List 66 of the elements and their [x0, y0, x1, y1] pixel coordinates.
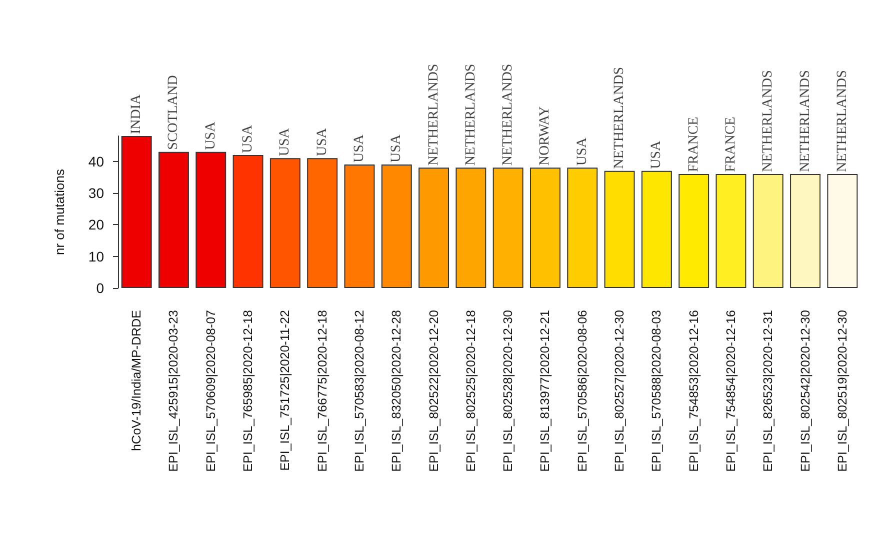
bar — [567, 168, 598, 288]
y-tick-label: 20 — [88, 216, 104, 233]
annotation: NETHERLANDS — [500, 64, 516, 166]
annotation: NETHERLANDS — [612, 66, 628, 169]
x-tick-label: EPI_ISL_802525|2020-12-18 — [464, 310, 478, 472]
x-tick-label: EPI_ISL_766775|2020-12-18 — [315, 310, 330, 472]
x-tick-label: EPI_ISL_802527|2020-12-30 — [612, 310, 627, 472]
bar — [641, 170, 672, 288]
bar — [418, 168, 450, 288]
annotation: SCOTLAND — [166, 75, 182, 150]
annotation: NORWAY — [538, 106, 553, 166]
bar — [344, 164, 375, 288]
x-tick-label: EPI_ISL_813977|2020-12-21 — [538, 310, 552, 472]
annotation: NETHERLANDS — [760, 70, 776, 172]
bar — [678, 174, 710, 288]
x-tick-label: EPI_ISL_802542|2020-12-30 — [798, 310, 812, 472]
bar — [232, 155, 264, 288]
annotation: USA — [278, 127, 293, 156]
x-tick-label: EPI_ISL_832050|2020-12-28 — [390, 310, 404, 472]
bar — [604, 170, 635, 288]
y-tick-label: 0 — [96, 280, 104, 296]
annotation: INDIA — [129, 93, 144, 134]
x-tick-label: EPI_ISL_570609|2020-08-07 — [204, 310, 218, 472]
annotation: USA — [649, 140, 664, 169]
bar — [827, 174, 858, 288]
bar — [381, 164, 412, 288]
bar — [492, 168, 524, 288]
x-tick-label: EPI_ISL_802522|2020-12-20 — [426, 310, 441, 472]
x-tick-label: EPI_ISL_754853|2020-12-16 — [686, 310, 701, 472]
x-tick-label: hCoV-19/India/MP-DRDE — [130, 310, 144, 452]
x-tick-label: EPI_ISL_570586|2020-08-06 — [575, 310, 590, 472]
y-tick-label: 40 — [88, 153, 104, 170]
x-tick-label: EPI_ISL_751725|2020-11-22 — [278, 310, 292, 471]
annotation: FRANCE — [723, 116, 738, 172]
annotation: USA — [352, 134, 367, 162]
bar — [456, 168, 486, 288]
annotation: USA — [574, 136, 590, 166]
x-tick-label: EPI_ISL_826523|2020-12-31 — [761, 310, 776, 472]
x-tick-label: EPI_ISL_570588|2020-08-03 — [650, 310, 664, 472]
y-axis-title: nr of mutations — [52, 168, 67, 255]
annotation: USA — [240, 124, 256, 153]
annotation: USA — [389, 134, 404, 162]
x-tick-label: EPI_ISL_570583|2020-08-12 — [352, 310, 366, 472]
bar — [307, 158, 338, 288]
bar — [196, 152, 226, 288]
x-tick-label: EPI_ISL_425915|2020-03-23 — [166, 310, 181, 472]
annotation: FRANCE — [686, 116, 702, 172]
annotation: USA — [203, 120, 218, 150]
bar — [270, 158, 300, 288]
annotation: NETHERLANDS — [463, 64, 478, 166]
bar — [790, 174, 821, 288]
annotation: NETHERLANDS — [834, 70, 850, 172]
bar — [530, 168, 560, 288]
y-tick-label: 10 — [88, 248, 104, 264]
x-tick-label: EPI_ISL_802519|2020-12-30 — [835, 310, 850, 472]
x-tick-label: EPI_ISL_754854|2020-12-16 — [724, 310, 738, 472]
bar — [158, 152, 189, 288]
annotation: NETHERLANDS — [798, 70, 813, 172]
x-tick-label: EPI_ISL_765985|2020-12-18 — [241, 310, 256, 472]
bar — [121, 136, 152, 288]
x-tick-label: EPI_ISL_802528|2020-12-30 — [501, 310, 516, 472]
annotation: NETHERLANDS — [426, 64, 442, 166]
annotation: USA — [314, 127, 330, 156]
bar — [716, 174, 746, 288]
y-tick-label: 30 — [88, 185, 104, 201]
bar — [752, 174, 784, 288]
